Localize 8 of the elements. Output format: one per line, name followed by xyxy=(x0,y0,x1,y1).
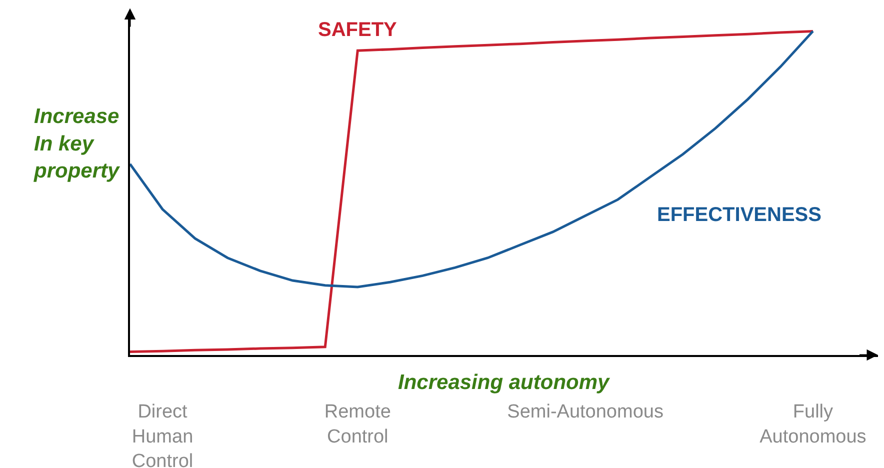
x-tick-label: Direct Human Control xyxy=(132,402,194,468)
x-tick-label: Remote Control xyxy=(324,402,391,448)
x-tick-label: Semi-Autonomous xyxy=(507,402,664,423)
y-axis-title: Increase In key property xyxy=(33,105,120,183)
x-tick-label: Fully Autonomous xyxy=(760,402,866,448)
series-label: EFFECTIVENESS xyxy=(657,204,822,226)
x-axis-title: Increasing autonomy xyxy=(398,371,611,394)
series-label: SAFETY xyxy=(318,19,398,41)
